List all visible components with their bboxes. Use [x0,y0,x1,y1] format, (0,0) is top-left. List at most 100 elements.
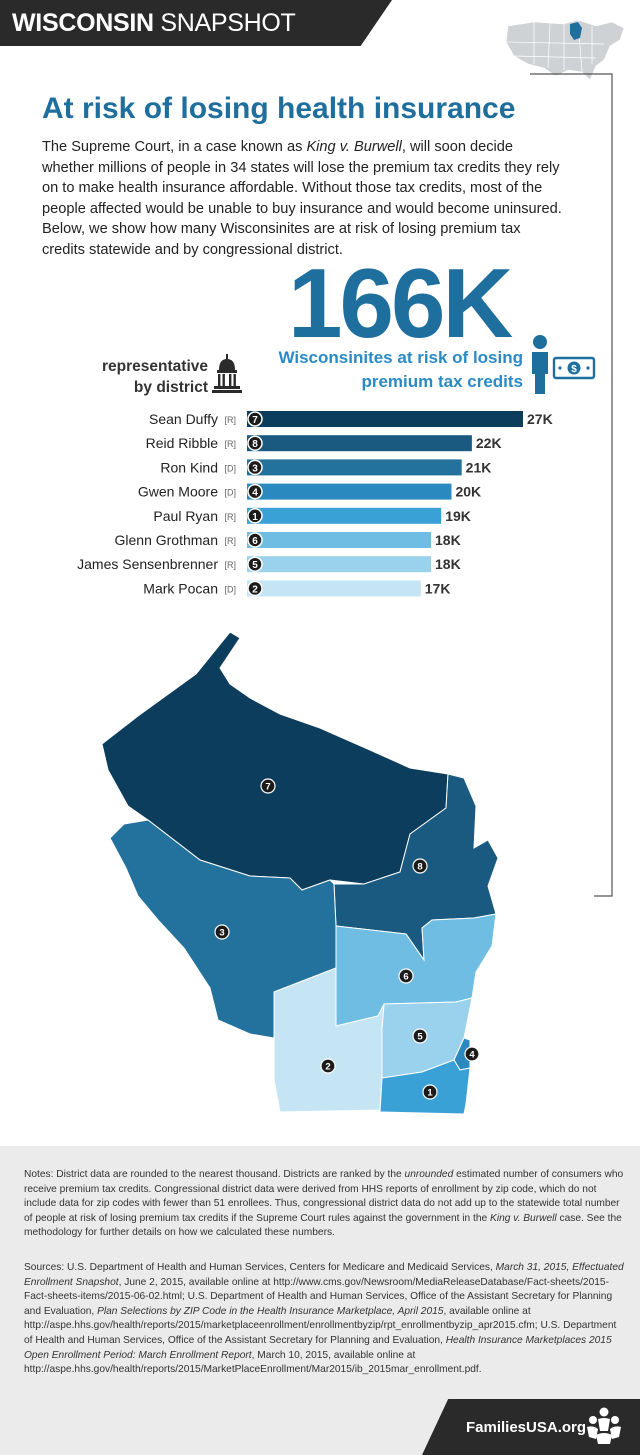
bar-1 [247,411,523,427]
district-bar-chart: Sean Duffy [R] 7 27K Reid Ribble [R] 8 22K Ron K… [77,411,553,597]
intro-text-1: The Supreme Court, in a case known as [42,139,307,155]
sources-italic-2: Plan Selections by ZIP Code in the Healt… [97,1305,444,1317]
bar-value-7: 18K [435,556,461,572]
map-marker-label-2: 2 [325,1062,330,1073]
notes-text-1: Notes: District data are rounded to the … [24,1169,405,1180]
sources-text-1: Sources: U.S. Department of Health and H… [24,1262,496,1273]
sources-italic-3: Health Insurance Marketplaces 2015 Open … [24,1334,612,1361]
bar-district-marker-6 [247,532,263,548]
header-banner [0,0,392,46]
wisconsin-district-map: 7 8 3 6 5 2 4 1 [101,631,499,1114]
bar-district-number-2: 8 [252,439,258,450]
bar-party-5: [R] [224,512,236,522]
intro-paragraph: The Supreme Court, in a case known as Ki… [42,137,562,260]
map-marker-2 [320,1058,336,1074]
bar-7 [247,556,431,573]
bar-party-1: [R] [224,415,236,425]
bar-district-marker-4 [247,483,263,500]
bar-value-6: 18K [435,532,461,548]
bar-value-8: 17K [425,580,451,596]
bar-value-2: 22K [476,435,502,451]
headline-number: 166K [288,248,513,358]
bar-4 [247,483,452,500]
notes-text-3: case. See the methodology for further de… [24,1212,622,1239]
bar-label-5: Paul Ryan [153,508,218,524]
bar-district-number-4: 4 [252,488,258,499]
sources-italic-1: March 31, 2015, Effectuated Enrollment S… [24,1262,624,1288]
us-map-icon [505,19,625,81]
bar-district-number-3: 3 [252,463,258,474]
bar-8 [247,580,421,597]
footer-brand-link[interactable]: FamiliesUSA.org [466,1419,587,1436]
map-marker-7 [260,778,276,794]
rep-heading-line1: representative [102,358,208,375]
bar-district-marker-7 [247,556,263,572]
map-district-2 [273,967,385,1113]
bar-value-1: 27K [527,411,553,427]
bar-district-number-8: 2 [252,584,258,595]
bar-district-number-6: 6 [252,536,258,547]
bar-district-marker-2 [247,435,263,451]
bar-district-marker-3 [247,459,263,476]
headline-caption-line1: Wisconsinites at risk of losing [278,348,523,367]
bar-value-5: 19K [445,508,471,524]
bar-5 [247,507,442,524]
bar-party-2: [R] [224,439,236,449]
map-marker-6 [398,968,414,984]
bar-party-6: [R] [224,536,236,546]
bar-district-number-1: 7 [252,415,258,426]
sources-text-2: , June 2, 2015, available online at http… [24,1276,613,1317]
page-title: At risk of losing health insurance [42,92,516,125]
header-title-state: WISCONSIN [12,9,154,37]
bar-label-6: Glenn Grothman [115,532,219,548]
intro-text-2: , will soon decide whether millions of p… [42,139,562,258]
bar-district-marker-5 [247,508,263,524]
notes-text-2: estimated number of consumers who receiv… [24,1169,624,1224]
map-marker-4 [464,1046,480,1062]
bar-district-number-5: 1 [252,512,258,523]
headline-caption: Wisconsinites at risk of losing premium … [223,346,523,394]
bar-label-1: Sean Duffy [149,411,218,427]
bar-label-4: Gwen Moore [138,484,218,500]
map-marker-8 [412,858,428,874]
bar-value-4: 20K [455,484,481,500]
bar-district-marker-8 [247,580,263,597]
map-marker-label-8: 8 [417,862,422,873]
notes-case-name: King v. Burwell [490,1212,557,1224]
bar-party-7: [R] [224,560,236,570]
capitol-icon [212,354,242,393]
notes-unrounded: unrounded [404,1169,454,1180]
wisconsin-highlight-icon [570,22,582,40]
map-marker-label-1: 1 [427,1088,433,1099]
bar-label-8: Mark Pocan [143,580,218,596]
notes-text: Notes: District data are rounded to the … [24,1168,624,1241]
bar-label-3: Ron Kind [160,459,218,475]
map-marker-5 [412,1028,428,1044]
sources-text-4: , March 10, 2015, available online at ht… [24,1349,482,1376]
bar-3 [247,459,462,476]
bar-district-marker-1 [247,411,263,427]
rep-heading-line2: by district [133,379,208,396]
bar-party-8: [D] [224,584,236,594]
map-marker-label-6: 6 [403,972,408,983]
intro-case-name: King v. Burwell [306,139,402,155]
sources-text: Sources: U.S. Department of Health and H… [24,1261,624,1378]
header-title-snapshot: SNAPSHOT [160,9,296,37]
sources-text-3: , available online at http://aspe.hhs.go… [24,1305,617,1346]
bar-6 [247,532,431,548]
families-usa-logo-icon [587,1407,621,1444]
map-marker-label-7: 7 [265,782,270,793]
bar-value-3: 21K [466,459,492,475]
map-marker-3 [214,924,230,940]
bar-label-2: Reid Ribble [146,435,219,451]
map-marker-label-3: 3 [219,928,224,939]
person-money-icon: $ [532,335,596,394]
headline-caption-line2: premium tax credits [361,372,523,391]
bar-district-number-7: 5 [252,560,258,571]
bar-party-3: [D] [224,463,236,473]
bar-2 [247,435,472,452]
svg-text:$: $ [571,364,577,375]
header-title: WISCONSIN SNAPSHOT [12,9,296,38]
map-marker-label-4: 4 [469,1050,475,1061]
bar-party-4: [D] [224,488,236,498]
